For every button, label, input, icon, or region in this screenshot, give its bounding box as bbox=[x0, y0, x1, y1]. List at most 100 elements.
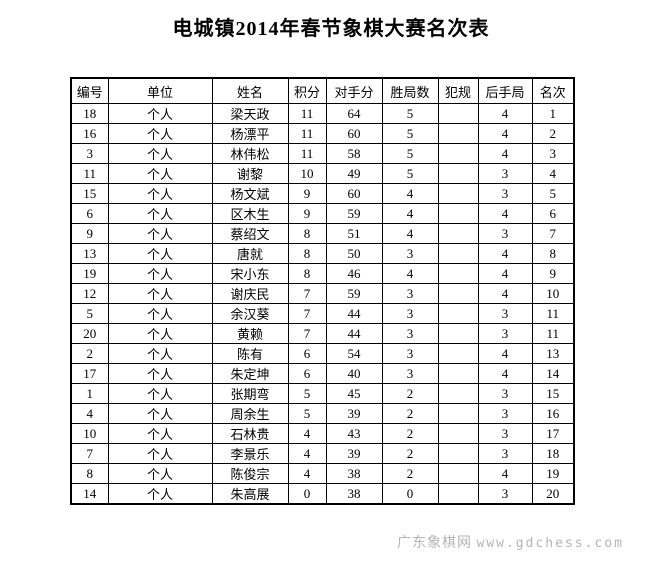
table-cell: 5 bbox=[381, 163, 439, 184]
table-row: 2 个人 陈有 6 54 3 4 13 bbox=[70, 343, 575, 364]
table-cell: 个人 bbox=[107, 263, 213, 284]
table-cell bbox=[437, 403, 479, 424]
table-cell: 59 bbox=[325, 203, 383, 224]
table-row: 7 个人 李景乐 4 39 2 3 18 bbox=[70, 443, 575, 464]
table-cell: 8 bbox=[531, 243, 575, 264]
table-cell: 9 bbox=[287, 203, 327, 224]
table-row: 1 个人 张期弯 5 45 2 3 15 bbox=[70, 383, 575, 404]
table-cell: 5 bbox=[381, 103, 439, 124]
table-cell: 个人 bbox=[107, 403, 213, 424]
table-cell: 3 bbox=[477, 403, 533, 424]
table-row: 20 个人 黄赖 7 44 3 3 11 bbox=[70, 323, 575, 344]
table-cell: 蔡绍文 bbox=[211, 223, 289, 244]
table-cell bbox=[437, 303, 479, 324]
table-row: 8 个人 陈俊宗 4 38 2 4 19 bbox=[70, 463, 575, 484]
table-cell: 周余生 bbox=[211, 403, 289, 424]
table-cell: 余汉葵 bbox=[211, 303, 289, 324]
table-cell: 3 bbox=[477, 483, 533, 505]
table-cell bbox=[437, 423, 479, 444]
table-cell: 4 bbox=[531, 163, 575, 184]
table-cell: 10 bbox=[287, 163, 327, 184]
column-header: 名次 bbox=[531, 77, 575, 104]
table-cell bbox=[437, 323, 479, 344]
table-cell: 个人 bbox=[107, 423, 213, 444]
table-cell: 个人 bbox=[107, 203, 213, 224]
table-cell: 51 bbox=[325, 223, 383, 244]
table-cell: 1 bbox=[531, 103, 575, 124]
column-header: 姓名 bbox=[211, 77, 289, 104]
table-cell: 39 bbox=[325, 443, 383, 464]
table-cell: 7 bbox=[70, 443, 109, 464]
table-row: 11 个人 谢黎 10 49 5 3 4 bbox=[70, 163, 575, 184]
table-cell: 3 bbox=[381, 283, 439, 304]
table-cell: 15 bbox=[531, 383, 575, 404]
table-cell: 4 bbox=[477, 283, 533, 304]
table-cell: 9 bbox=[531, 263, 575, 284]
column-header: 编号 bbox=[70, 77, 109, 104]
table-cell bbox=[437, 363, 479, 384]
table-cell: 11 bbox=[531, 323, 575, 344]
table-cell: 3 bbox=[477, 423, 533, 444]
table-cell: 朱高展 bbox=[211, 483, 289, 505]
page-title: 电城镇2014年春节象棋大赛名次表 bbox=[172, 18, 490, 40]
table-row: 13 个人 唐就 8 50 3 4 8 bbox=[70, 243, 575, 264]
table-row: 5 个人 余汉葵 7 44 3 3 11 bbox=[70, 303, 575, 324]
table-cell: 7 bbox=[531, 223, 575, 244]
table-cell: 7 bbox=[287, 303, 327, 324]
table-cell: 49 bbox=[325, 163, 383, 184]
table-cell: 11 bbox=[531, 303, 575, 324]
table-cell: 9 bbox=[287, 183, 327, 204]
table-cell bbox=[437, 263, 479, 284]
table-cell bbox=[437, 443, 479, 464]
table-cell: 4 bbox=[70, 403, 109, 424]
table-cell: 3 bbox=[477, 383, 533, 404]
table-cell: 16 bbox=[70, 123, 109, 144]
table-cell: 17 bbox=[531, 423, 575, 444]
table-cell: 个人 bbox=[107, 443, 213, 464]
table-cell: 个人 bbox=[107, 283, 213, 304]
table-row: 19 个人 宋小东 8 46 4 4 9 bbox=[70, 263, 575, 284]
table-cell: 40 bbox=[325, 363, 383, 384]
table-cell: 个人 bbox=[107, 323, 213, 344]
table-body: 18 个人 梁天政 11 64 5 4 1 16 个人 杨漂平 11 60 5 4 2 3 个人 林伟松 11 58 5 4… bbox=[70, 103, 575, 505]
table-cell: 60 bbox=[325, 183, 383, 204]
table-cell: 54 bbox=[325, 343, 383, 364]
table-row: 6 个人 区木生 9 59 4 4 6 bbox=[70, 203, 575, 224]
table-cell bbox=[437, 483, 479, 505]
table-cell: 64 bbox=[325, 103, 383, 124]
watermark: 广东象棋网 www.gdchess.com bbox=[397, 532, 624, 552]
table-cell: 个人 bbox=[107, 123, 213, 144]
table-cell: 20 bbox=[531, 483, 575, 505]
column-header: 单位 bbox=[107, 77, 213, 104]
table-cell: 6 bbox=[287, 343, 327, 364]
table-cell: 林伟松 bbox=[211, 143, 289, 164]
table-cell: 6 bbox=[287, 363, 327, 384]
table-row: 17 个人 朱定坤 6 40 3 4 14 bbox=[70, 363, 575, 384]
table-cell: 个人 bbox=[107, 183, 213, 204]
table-cell bbox=[437, 223, 479, 244]
table-cell: 2 bbox=[381, 423, 439, 444]
table-cell: 8 bbox=[287, 223, 327, 244]
table-cell: 个人 bbox=[107, 343, 213, 364]
column-header: 胜局数 bbox=[381, 77, 439, 104]
table-cell: 3 bbox=[381, 323, 439, 344]
table-cell: 3 bbox=[477, 163, 533, 184]
table-cell: 10 bbox=[70, 423, 109, 444]
table-cell: 10 bbox=[531, 283, 575, 304]
ranking-table: 编号 单位 姓名 积分 对手分 胜局数 犯规 后手局 名次 18 个人 梁天政 11 64 5 4 1 16 个人… bbox=[70, 77, 575, 505]
table-cell: 11 bbox=[70, 163, 109, 184]
table-cell: 38 bbox=[325, 483, 383, 505]
table-row: 3 个人 林伟松 11 58 5 4 3 bbox=[70, 143, 575, 164]
table-cell: 个人 bbox=[107, 143, 213, 164]
table-cell: 3 bbox=[381, 363, 439, 384]
table-row: 4 个人 周余生 5 39 2 3 16 bbox=[70, 403, 575, 424]
column-header: 对手分 bbox=[325, 77, 383, 104]
table-cell bbox=[437, 243, 479, 264]
table-cell bbox=[437, 123, 479, 144]
table-cell: 43 bbox=[325, 423, 383, 444]
table-cell: 0 bbox=[287, 483, 327, 505]
watermark-site-name: 广东象棋网 bbox=[397, 536, 472, 551]
table-cell: 4 bbox=[381, 203, 439, 224]
table-cell: 16 bbox=[531, 403, 575, 424]
table-cell: 2 bbox=[381, 443, 439, 464]
